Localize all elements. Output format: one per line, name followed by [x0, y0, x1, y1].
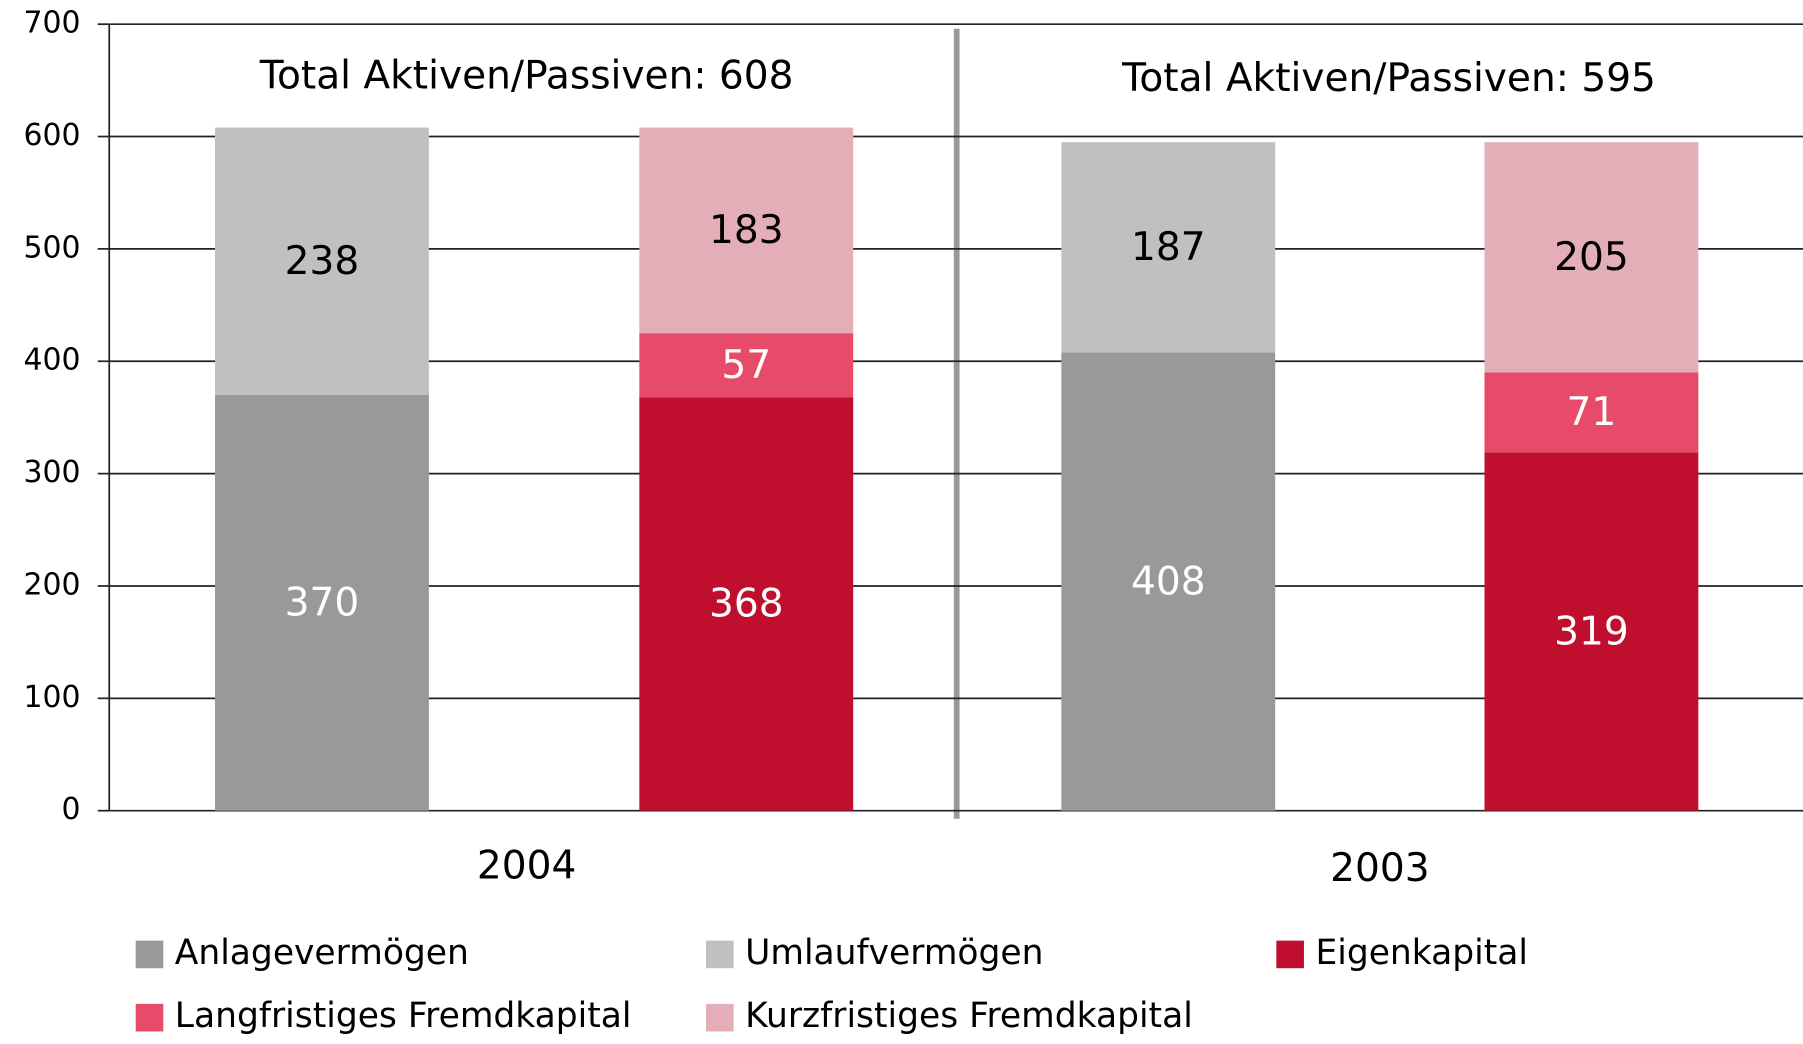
y-tick-label: 700 — [23, 6, 80, 41]
y-tick-label: 0 — [61, 792, 80, 827]
bar-segment — [1061, 352, 1276, 811]
bar-segment — [639, 333, 854, 398]
legend-label: Eigenkapital — [1315, 933, 1528, 973]
value-label: 368 — [709, 582, 784, 627]
y-tick-label: 300 — [23, 455, 80, 490]
bar-segment — [215, 394, 429, 811]
bar-segment — [639, 127, 854, 334]
y-tick-label: 600 — [23, 118, 80, 153]
annotation: Total Aktiven/Passiven: 595 — [1121, 56, 1656, 101]
legend-swatch — [706, 940, 734, 969]
y-tick-label: 500 — [23, 230, 80, 265]
legend-swatch — [1276, 940, 1304, 969]
value-label: 319 — [1554, 609, 1629, 654]
value-label: 187 — [1131, 225, 1206, 270]
bar-segment — [1484, 372, 1699, 453]
bar-segment — [639, 397, 854, 811]
y-tick-label: 200 — [23, 567, 80, 602]
bar-segment — [1484, 452, 1699, 811]
value-label: 238 — [285, 239, 360, 284]
bar-segment — [1484, 142, 1699, 373]
value-label: 370 — [285, 581, 360, 626]
value-label: 57 — [721, 343, 771, 388]
value-label: 71 — [1567, 390, 1617, 435]
legend-swatch — [135, 1003, 164, 1032]
legend-label: Anlagevermögen — [175, 933, 469, 973]
bar-segment — [215, 127, 429, 395]
legend-swatch — [135, 940, 164, 969]
legend-label: Langfristiges Fremdkapital — [175, 996, 632, 1036]
annotation: Total Aktiven/Passiven: 608 — [259, 54, 794, 99]
bar-segment — [1061, 142, 1276, 353]
value-label: 408 — [1131, 559, 1206, 604]
legend-label: Kurzfristiges Fremdkapital — [745, 996, 1193, 1036]
group-label: 2004 — [477, 844, 576, 889]
value-label: 183 — [709, 208, 784, 253]
legend-label: Umlaufvermögen — [745, 933, 1043, 973]
y-tick-label: 100 — [23, 680, 80, 715]
value-label: 205 — [1554, 235, 1629, 280]
y-tick-label: 400 — [23, 343, 80, 378]
legend-swatch — [706, 1003, 734, 1032]
group-label: 2003 — [1330, 846, 1429, 891]
